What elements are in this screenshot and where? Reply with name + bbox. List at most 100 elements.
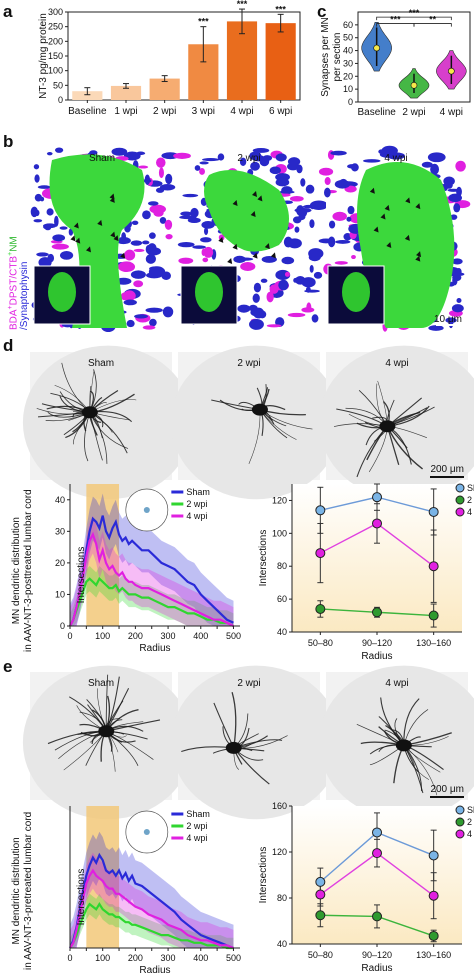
fiber-blob: [269, 166, 281, 175]
fiber-blob: [249, 318, 264, 330]
fiber-blob: [145, 254, 156, 264]
plot-frame-c: [357, 11, 471, 103]
synapse-arrowhead: [70, 235, 76, 242]
fiber-blob: [126, 319, 135, 328]
sd-band-4 wpi: [70, 852, 234, 948]
bar-2 wpi: [149, 78, 180, 100]
sholl-center-icon: [143, 507, 150, 513]
bar-6 wpi: [265, 23, 296, 100]
fiber-blob: [54, 215, 59, 227]
fiber-blob: [123, 299, 137, 306]
fiber-blob: [38, 257, 52, 268]
fiber-blob: [130, 240, 143, 246]
synapse-arrowhead: [218, 236, 224, 243]
inset-neuron: [195, 272, 223, 312]
fiber-blob: [142, 240, 150, 245]
synapse-arrowhead: [369, 187, 375, 194]
data-point-Sham: [372, 492, 382, 503]
x-tick-label: 130–160: [416, 638, 451, 648]
fiber-blob: [309, 200, 328, 210]
micrograph-label: 2 wpi: [237, 153, 260, 164]
synapse-arrowhead: [404, 234, 410, 241]
y-tick-label-c: 40: [343, 46, 353, 56]
fiber-blob: [145, 307, 163, 313]
panel-label-c: c: [317, 2, 327, 21]
y-tick-label: 30: [55, 526, 65, 536]
micrograph-label: 2 wpi: [237, 358, 260, 369]
x-tick-label-a: 3 wpi: [192, 106, 215, 117]
fiber-blob: [346, 216, 352, 222]
fiber-blob: [148, 266, 166, 278]
fiber-blob: [34, 193, 43, 202]
neuron-body: [204, 170, 289, 252]
significance-bracket: [376, 16, 452, 21]
x-tick-label-c: Baseline: [357, 107, 396, 118]
fiber-blob: [51, 243, 69, 250]
fiber-blob: [455, 160, 466, 172]
fiber-blob: [445, 317, 457, 324]
fiber-blob: [453, 203, 461, 213]
x-tick-label: 50–80: [308, 950, 333, 960]
data-point-4 wpi: [428, 890, 439, 901]
fiber-blob: [200, 237, 212, 243]
y-tick-label: 100: [272, 528, 287, 538]
bar-chart-nt3: 0 50 100 150 200 250 300 Baseline 1 wpi 2 wpi *** 3…: [38, 0, 301, 117]
fiber-blob: [36, 252, 49, 257]
tissue-outline: [22, 665, 194, 820]
fiber-blob: [318, 167, 334, 176]
fiber-blob: [43, 223, 57, 229]
fiber-blob: [301, 277, 316, 288]
fiber-blob: [59, 250, 74, 260]
y-tick-label-a: 300: [48, 7, 63, 17]
fiber-blob: [310, 203, 315, 210]
micrograph-2 wpi: 2 wpi: [173, 147, 328, 330]
data-point-2 wpi: [428, 610, 439, 621]
panel-label-d: d: [3, 336, 14, 355]
fiber-blob: [149, 318, 157, 327]
micrograph-label: Sham: [89, 153, 115, 164]
motoneuron-cluster: [379, 420, 396, 433]
y-tick-label: 10: [55, 589, 65, 599]
y-tick-label: 20: [55, 558, 65, 568]
y-tick-label: 0: [60, 621, 65, 631]
synapse-arrowhead: [252, 252, 258, 259]
fiber-blob: [249, 151, 262, 161]
sd-band-4 wpi: [70, 515, 234, 626]
x-tick-label: 500: [226, 631, 241, 641]
fiber-blob: [142, 325, 156, 330]
data-point-4 wpi: [372, 518, 382, 529]
synapse-arrowhead: [264, 243, 270, 250]
fiber-blob: [180, 211, 192, 217]
x-tick-label: 90–120: [362, 638, 392, 648]
x-tick-label: 400: [193, 953, 208, 963]
fiber-blob: [203, 246, 214, 258]
legend-label-4 wpi: 4 wpi: [186, 833, 207, 843]
synapse-arrowhead: [386, 241, 392, 248]
fiber-blob: [136, 151, 146, 156]
fiber-blob: [335, 240, 351, 244]
micrograph-4 wpi: 4 wpi: [318, 665, 474, 820]
legend-swatch-4 wpi: [455, 507, 465, 517]
fiber-blob: [145, 244, 151, 254]
legend-label-2 wpi: 2 wpi: [186, 499, 207, 509]
violin-median: [373, 44, 380, 52]
fiber-blob: [143, 178, 152, 183]
significance-stars: ***: [390, 15, 401, 25]
x-tick-label: 300: [161, 953, 176, 963]
scale-bar-label: 10 μm: [434, 314, 462, 325]
legend-label-Sham: Sham: [186, 487, 210, 497]
synapse-arrowhead: [232, 243, 238, 250]
fiber-blob: [278, 190, 295, 194]
legend-swatch-Sham: [455, 483, 465, 493]
fiber-blob: [428, 325, 444, 331]
y-tick-label-c: 0: [348, 97, 353, 107]
legend-swatch-Sham: [455, 805, 465, 815]
y-axis-label: Intersections: [76, 547, 87, 604]
synapse-arrowhead: [86, 246, 92, 253]
synapse-arrowhead: [250, 211, 256, 218]
synapse-arrowhead: [232, 199, 238, 206]
synapse-arrowhead: [257, 195, 263, 202]
fiber-blob: [192, 245, 206, 249]
fiber-blob: [240, 262, 256, 271]
